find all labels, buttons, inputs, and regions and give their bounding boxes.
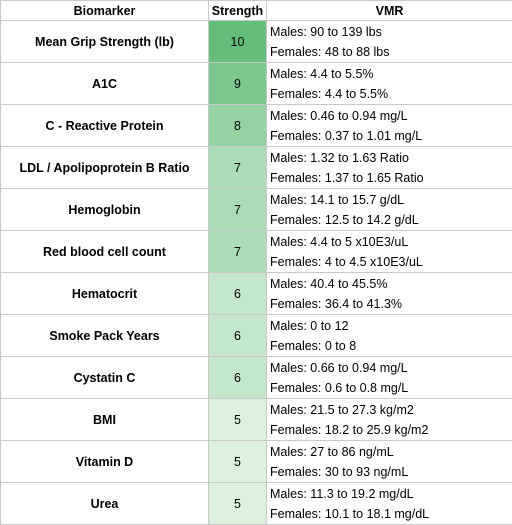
header-cell: Strength (208, 0, 267, 21)
biomarker-cell: LDL / Apolipoprotein B Ratio (0, 146, 209, 189)
biomarker-cell: A1C (0, 62, 209, 105)
vmr-line: Females: 0.6 to 0.8 mg/L (270, 380, 409, 395)
vmr-line: Females: 4 to 4.5 x10E3/uL (270, 254, 423, 269)
vmr-line: Males: 4.4 to 5.5% (270, 66, 374, 81)
vmr-line: Females: 4.4 to 5.5% (270, 86, 389, 101)
vmr-line: Females: 0.37 to 1.01 mg/L (270, 128, 423, 143)
vmr-line: Females: 18.2 to 25.9 kg/m2 (270, 422, 429, 437)
biomarker-cell: Smoke Pack Years (0, 314, 209, 357)
table-row: LDL / Apolipoprotein B Ratio 7 Males: 1.32… (0, 146, 512, 189)
vmr-line: Females: 1.37 to 1.65 Ratio (270, 170, 424, 185)
strength-cell: 5 (208, 398, 267, 441)
vmr-cell: Males: 4.4 to 5 x10E3/uL Females: 4 to 4.… (266, 230, 512, 273)
table-row: Smoke Pack Years 6 Males: 0 to 12 Females: … (0, 314, 512, 357)
vmr-line: Males: 1.32 to 1.63 Ratio (270, 150, 409, 165)
vmr-line: Males: 4.4 to 5 x10E3/uL (270, 234, 409, 249)
table-body: Mean Grip Strength (lb) 10 Males: 90 to 13… (0, 20, 512, 525)
strength-cell: 7 (208, 146, 267, 189)
biomarker-cell: Red blood cell count (0, 230, 209, 273)
biomarker-cell: C - Reactive Protein (0, 104, 209, 147)
strength-cell: 5 (208, 482, 267, 525)
vmr-line: Males: 27 to 86 ng/mL (270, 444, 394, 459)
biomarker-cell: Cystatin C (0, 356, 209, 399)
strength-cell: 9 (208, 62, 267, 105)
vmr-cell: Males: 40.4 to 45.5% Females: 36.4 to 41.… (266, 272, 512, 315)
table-row: A1C 9 Males: 4.4 to 5.5% Females: 4.4 to 5.… (0, 62, 512, 105)
table-row: Urea 5 Males: 11.3 to 19.2 mg/dL Females: 1… (0, 482, 512, 525)
vmr-line: Males: 11.3 to 19.2 mg/dL (270, 486, 414, 501)
header-cell: Biomarker (0, 0, 209, 21)
biomarker-cell: Vitamin D (0, 440, 209, 483)
header-cell: VMR (266, 0, 512, 21)
vmr-line: Females: 12.5 to 14.2 g/dL (270, 212, 419, 227)
vmr-line: Females: 36.4 to 41.3% (270, 296, 403, 311)
strength-cell: 6 (208, 272, 267, 315)
biomarker-cell: Mean Grip Strength (lb) (0, 20, 209, 63)
strength-cell: 6 (208, 314, 267, 357)
table-row: BMI 5 Males: 21.5 to 27.3 kg/m2 Females: 18… (0, 398, 512, 441)
table-row: Hemoglobin 7 Males: 14.1 to 15.7 g/dL Femal… (0, 188, 512, 231)
vmr-cell: Males: 90 to 139 lbs Females: 48 to 88 lb… (266, 20, 512, 63)
vmr-cell: Males: 11.3 to 19.2 mg/dL Females: 10.1 t… (266, 482, 512, 525)
vmr-line: Females: 10.1 to 18.1 mg/dL (270, 506, 430, 521)
strength-cell: 5 (208, 440, 267, 483)
vmr-line: Males: 40.4 to 45.5% (270, 276, 388, 291)
biomarker-cell: BMI (0, 398, 209, 441)
vmr-line: Males: 90 to 139 lbs (270, 24, 382, 39)
vmr-cell: Males: 0 to 12 Females: 0 to 8 (266, 314, 512, 357)
table-row: Vitamin D 5 Males: 27 to 86 ng/mL Females: … (0, 440, 512, 483)
vmr-line: Males: 0 to 12 (270, 318, 349, 333)
table-row: Cystatin C 6 Males: 0.66 to 0.94 mg/L Femal… (0, 356, 512, 399)
strength-cell: 8 (208, 104, 267, 147)
vmr-line: Males: 14.1 to 15.7 g/dL (270, 192, 405, 207)
strength-cell: 7 (208, 230, 267, 273)
vmr-cell: Males: 1.32 to 1.63 Ratio Females: 1.37 t… (266, 146, 512, 189)
biomarker-cell: Hematocrit (0, 272, 209, 315)
table-header: Biomarker Strength VMR (0, 0, 512, 21)
vmr-line: Females: 0 to 8 (270, 338, 357, 353)
vmr-cell: Males: 14.1 to 15.7 g/dL Females: 12.5 to… (266, 188, 512, 231)
strength-cell: 7 (208, 188, 267, 231)
vmr-line: Males: 21.5 to 27.3 kg/m2 (270, 402, 414, 417)
table-row: Mean Grip Strength (lb) 10 Males: 90 to 13… (0, 20, 512, 63)
vmr-line: Males: 0.46 to 0.94 mg/L (270, 108, 408, 123)
vmr-cell: Males: 0.46 to 0.94 mg/L Females: 0.37 to… (266, 104, 512, 147)
biomarker-cell: Urea (0, 482, 209, 525)
table-row: Hematocrit 6 Males: 40.4 to 45.5% Females: … (0, 272, 512, 315)
vmr-line: Males: 0.66 to 0.94 mg/L (270, 360, 408, 375)
vmr-cell: Males: 21.5 to 27.3 kg/m2 Females: 18.2 t… (266, 398, 512, 441)
strength-cell: 6 (208, 356, 267, 399)
vmr-line: Females: 48 to 88 lbs (270, 44, 390, 59)
biomarker-cell: Hemoglobin (0, 188, 209, 231)
header-row: Biomarker Strength VMR (0, 0, 512, 21)
vmr-cell: Males: 4.4 to 5.5% Females: 4.4 to 5.5% (266, 62, 512, 105)
table-row: C - Reactive Protein 8 Males: 0.46 to 0.94… (0, 104, 512, 147)
vmr-line: Females: 30 to 93 ng/mL (270, 464, 409, 479)
strength-cell: 10 (208, 20, 267, 63)
vmr-cell: Males: 0.66 to 0.94 mg/L Females: 0.6 to … (266, 356, 512, 399)
vmr-cell: Males: 27 to 86 ng/mL Females: 30 to 93 n… (266, 440, 512, 483)
table-row: Red blood cell count 7 Males: 4.4 to 5 x10… (0, 230, 512, 273)
